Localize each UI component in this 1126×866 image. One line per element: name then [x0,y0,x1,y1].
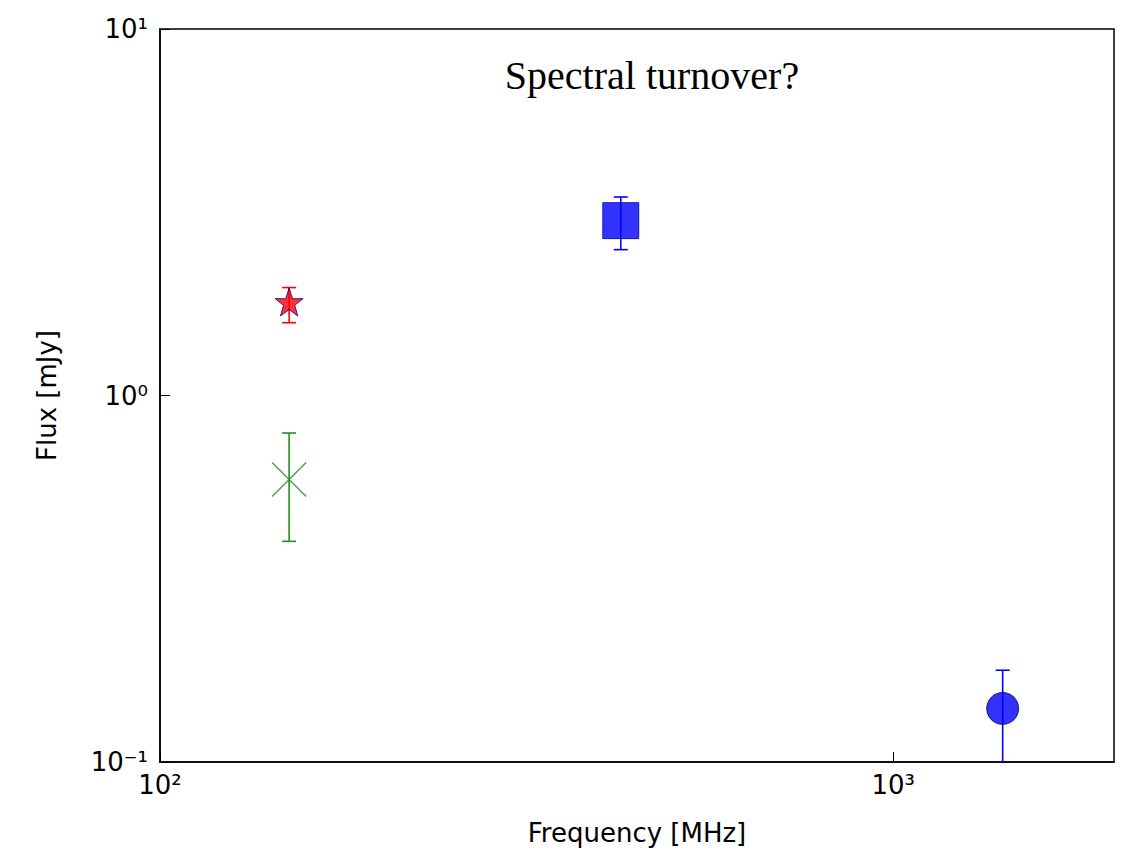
svg-text:10¹: 10¹ [104,14,148,44]
svg-text:Spectral turnover?: Spectral turnover? [505,53,799,98]
svg-text:Flux [mJy]: Flux [mJy] [32,330,62,461]
svg-text:10³: 10³ [872,770,916,800]
svg-text:Frequency [MHz]: Frequency [MHz] [528,818,747,848]
svg-text:10⁰: 10⁰ [104,381,148,411]
svg-text:10⁻¹: 10⁻¹ [90,747,148,777]
svg-text:10²: 10² [138,770,182,800]
